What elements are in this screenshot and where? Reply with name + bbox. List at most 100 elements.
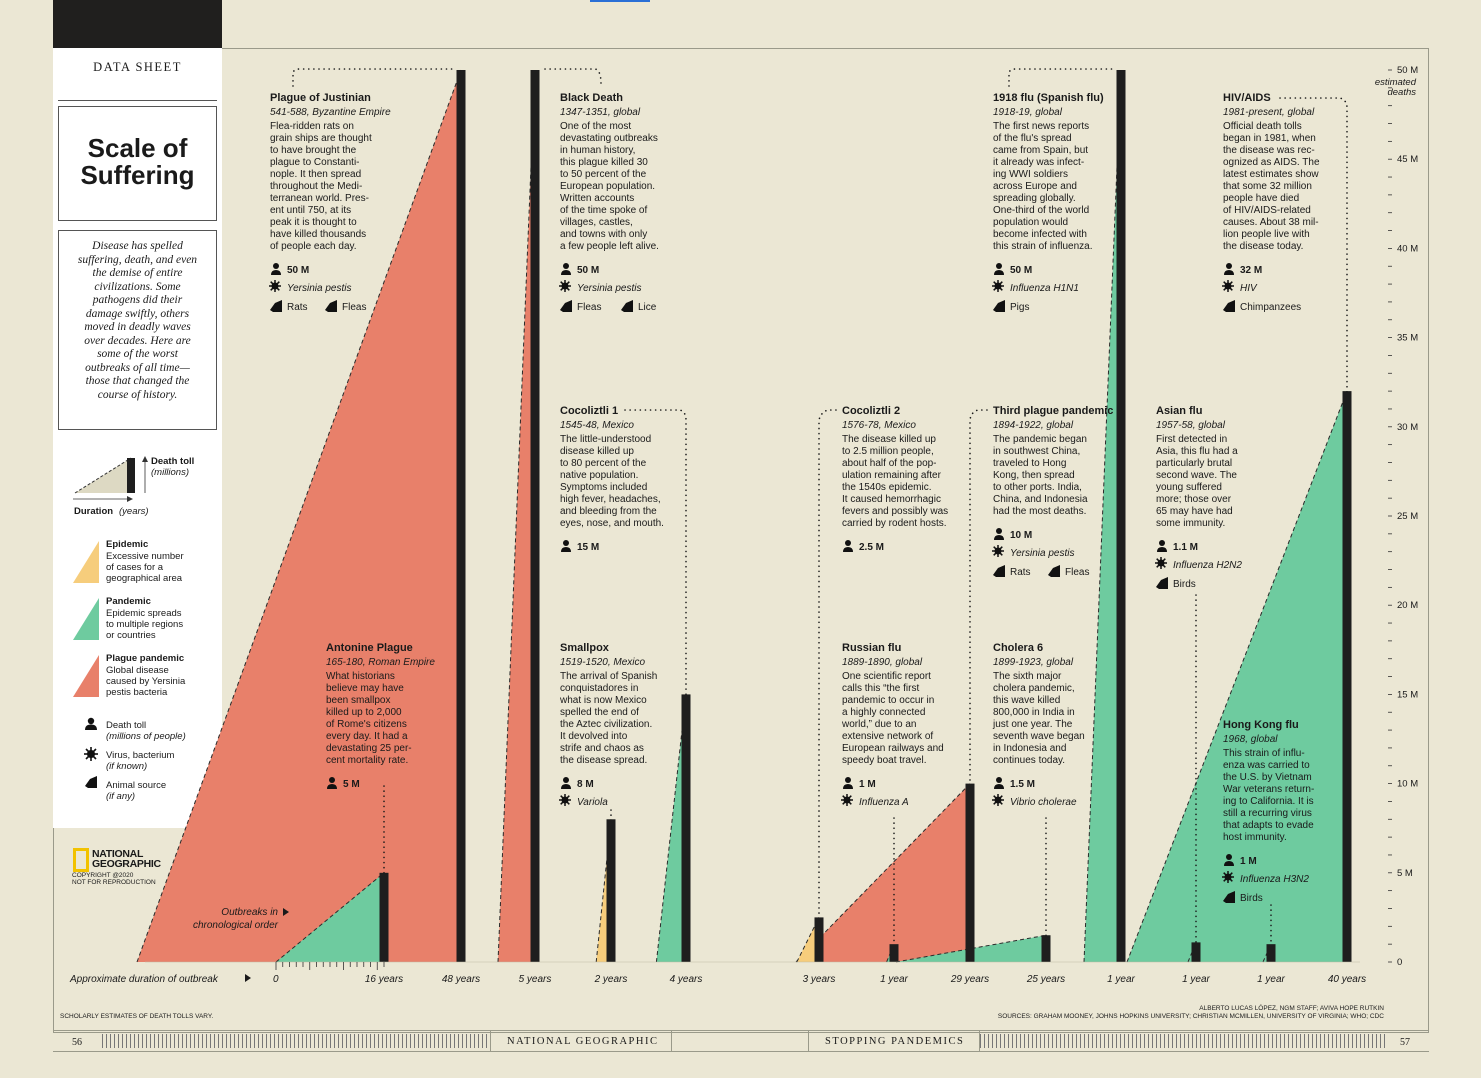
x-note-line2: chronological order bbox=[193, 920, 279, 931]
outbreak-name-8: Cholera 6 bbox=[993, 642, 1043, 654]
y-top-label: 50 M bbox=[1397, 65, 1418, 76]
deaths-label-11: 1 M bbox=[1240, 856, 1257, 867]
animal-icon bbox=[621, 300, 633, 312]
outbreak-desc-9: The first news reports bbox=[993, 121, 1089, 132]
outbreak-desc-6: pandemic to occur in bbox=[842, 695, 934, 706]
bottom-bar bbox=[53, 1030, 1429, 1052]
animal-10: Birds bbox=[1173, 579, 1196, 590]
page-title: Scale of Suffering bbox=[80, 133, 195, 190]
connector-12 bbox=[1279, 97, 1348, 393]
intro-box: Disease has spelled suffering, death, an… bbox=[58, 230, 217, 430]
virus-icon bbox=[84, 747, 98, 761]
person-icon bbox=[1224, 854, 1234, 866]
outbreak-desc-8: The sixth major bbox=[993, 671, 1062, 682]
y-tick-label: 30 M bbox=[1397, 422, 1418, 433]
divider bbox=[58, 100, 217, 101]
page-number-left: 56 bbox=[72, 1037, 82, 1048]
animal-2: Fleas bbox=[577, 302, 601, 313]
duration-label-6: 1 year bbox=[880, 974, 908, 985]
virus-icon bbox=[559, 280, 571, 292]
outbreak-desc-9: spreading globally. bbox=[993, 193, 1076, 204]
outbreak-desc-11: that adapts to evade bbox=[1223, 820, 1314, 831]
title-box: Scale of Suffering bbox=[58, 106, 217, 221]
duration-label-0: 48 years bbox=[442, 974, 480, 985]
duration-label-4: 4 years bbox=[670, 974, 703, 985]
outbreak-desc-9: ing WWI soldiers bbox=[993, 169, 1068, 180]
outbreak-desc-8: just one year. The bbox=[992, 719, 1073, 730]
deaths-label-2: 50 M bbox=[577, 265, 599, 276]
area-9 bbox=[1084, 70, 1121, 962]
y-tick-label: 40 M bbox=[1397, 243, 1418, 254]
area-12 bbox=[1127, 391, 1347, 962]
outbreak-desc-11: enza was carried to bbox=[1223, 760, 1310, 771]
death-bar-2 bbox=[530, 70, 540, 962]
connector-0 bbox=[292, 68, 456, 87]
outbreak-name-5: Cocoliztli 2 bbox=[842, 405, 900, 417]
area-edge-5 bbox=[796, 917, 820, 963]
deaths-label-4: 15 M bbox=[577, 542, 599, 553]
outbreak-desc-12: people have died bbox=[1223, 193, 1299, 204]
outbreak-name-10: Asian flu bbox=[1156, 405, 1202, 417]
outbreak-desc-1: every day. It had a bbox=[326, 731, 408, 742]
person-icon bbox=[271, 263, 281, 275]
legend-pandemic-label: Pandemic bbox=[106, 596, 151, 607]
death-bar-11 bbox=[1266, 944, 1276, 962]
area-edge-1 bbox=[275, 872, 385, 963]
animal-11: Birds bbox=[1240, 893, 1263, 904]
pathogen-8: Vibrio cholerae bbox=[1010, 797, 1077, 808]
outbreak-desc-11: War veterans return- bbox=[1223, 784, 1314, 795]
outbreak-desc-12: that some 32 million bbox=[1223, 181, 1312, 192]
outbreak-dates-6: 1889-1890, global bbox=[842, 657, 923, 668]
outbreak-desc-1: cent mortality rate. bbox=[326, 755, 408, 766]
outbreak-desc-8: continues today. bbox=[993, 755, 1065, 766]
top-black-bar bbox=[53, 0, 222, 48]
outbreak-desc-0: terranean world. Pres- bbox=[270, 193, 369, 204]
outbreak-desc-10: second wave. The bbox=[1156, 470, 1237, 481]
virus-icon bbox=[269, 280, 281, 292]
outbreak-name-7: Third plague pandemic bbox=[993, 405, 1113, 417]
outbreak-desc-11: the U.S. by Vietnam bbox=[1223, 772, 1312, 783]
outbreak-desc-11: still a recurring virus bbox=[1223, 808, 1312, 819]
outbreak-desc-0: nople. It then spread bbox=[270, 169, 361, 180]
outbreak-desc-12: of HIV/AIDS-related bbox=[1223, 205, 1311, 216]
animal-icon bbox=[1223, 300, 1235, 312]
animal-0: Rats bbox=[287, 302, 308, 313]
outbreak-desc-1: believe may have bbox=[326, 683, 404, 694]
pathogen-12: HIV bbox=[1240, 283, 1258, 294]
legend-plague-desc: Global disease caused by Yersinia pestis… bbox=[106, 665, 186, 698]
death-bar-7 bbox=[965, 783, 975, 962]
virus-icon bbox=[841, 794, 853, 806]
y-axis-title-1: estimated bbox=[1375, 77, 1417, 88]
deaths-label-6: 1 M bbox=[859, 779, 876, 790]
animal-9: Pigs bbox=[1010, 302, 1029, 313]
deaths-label-5: 2.5 M bbox=[859, 542, 884, 553]
outbreak-desc-0: ent until 750, at its bbox=[270, 205, 351, 216]
outbreak-desc-10: some immunity. bbox=[1156, 518, 1225, 529]
deaths-label-3: 8 M bbox=[577, 779, 594, 790]
outbreak-desc-4: The little-understood bbox=[560, 434, 651, 445]
outbreak-desc-12: the disease was rec- bbox=[1223, 145, 1315, 156]
outbreak-desc-4: eyes, nose, and mouth. bbox=[560, 518, 664, 529]
outbreak-desc-8: in Indonesia and bbox=[993, 743, 1066, 754]
person-icon bbox=[1224, 263, 1234, 275]
area-edge-8 bbox=[895, 934, 1047, 963]
area-edge-2 bbox=[497, 69, 536, 963]
pathogen-11: Influenza H3N2 bbox=[1240, 874, 1309, 885]
outbreak-desc-2: in human history, bbox=[560, 145, 635, 156]
outbreak-desc-5: It caused hemorrhagic bbox=[842, 494, 941, 505]
outbreak-desc-6: speedy boat travel. bbox=[842, 755, 927, 766]
y-tick-label: 0 bbox=[1397, 957, 1402, 968]
outbreak-desc-10: more; those over bbox=[1156, 494, 1232, 505]
outbreak-desc-12: latest estimates show bbox=[1223, 169, 1319, 180]
y-tick-label: 10 M bbox=[1397, 779, 1418, 790]
barcode-left bbox=[102, 1034, 490, 1048]
duration-label-2: 5 years bbox=[519, 974, 552, 985]
outbreak-desc-7: traveled to Hong bbox=[993, 458, 1066, 469]
outbreak-desc-2: devastating outbreaks bbox=[560, 133, 658, 144]
area-7 bbox=[796, 783, 970, 962]
outbreak-desc-0: to have brought the bbox=[270, 145, 357, 156]
virus-icon bbox=[1222, 280, 1234, 292]
outbreak-dates-0: 541-588, Byzantine Empire bbox=[270, 107, 391, 118]
animal-0: Fleas bbox=[342, 302, 366, 313]
